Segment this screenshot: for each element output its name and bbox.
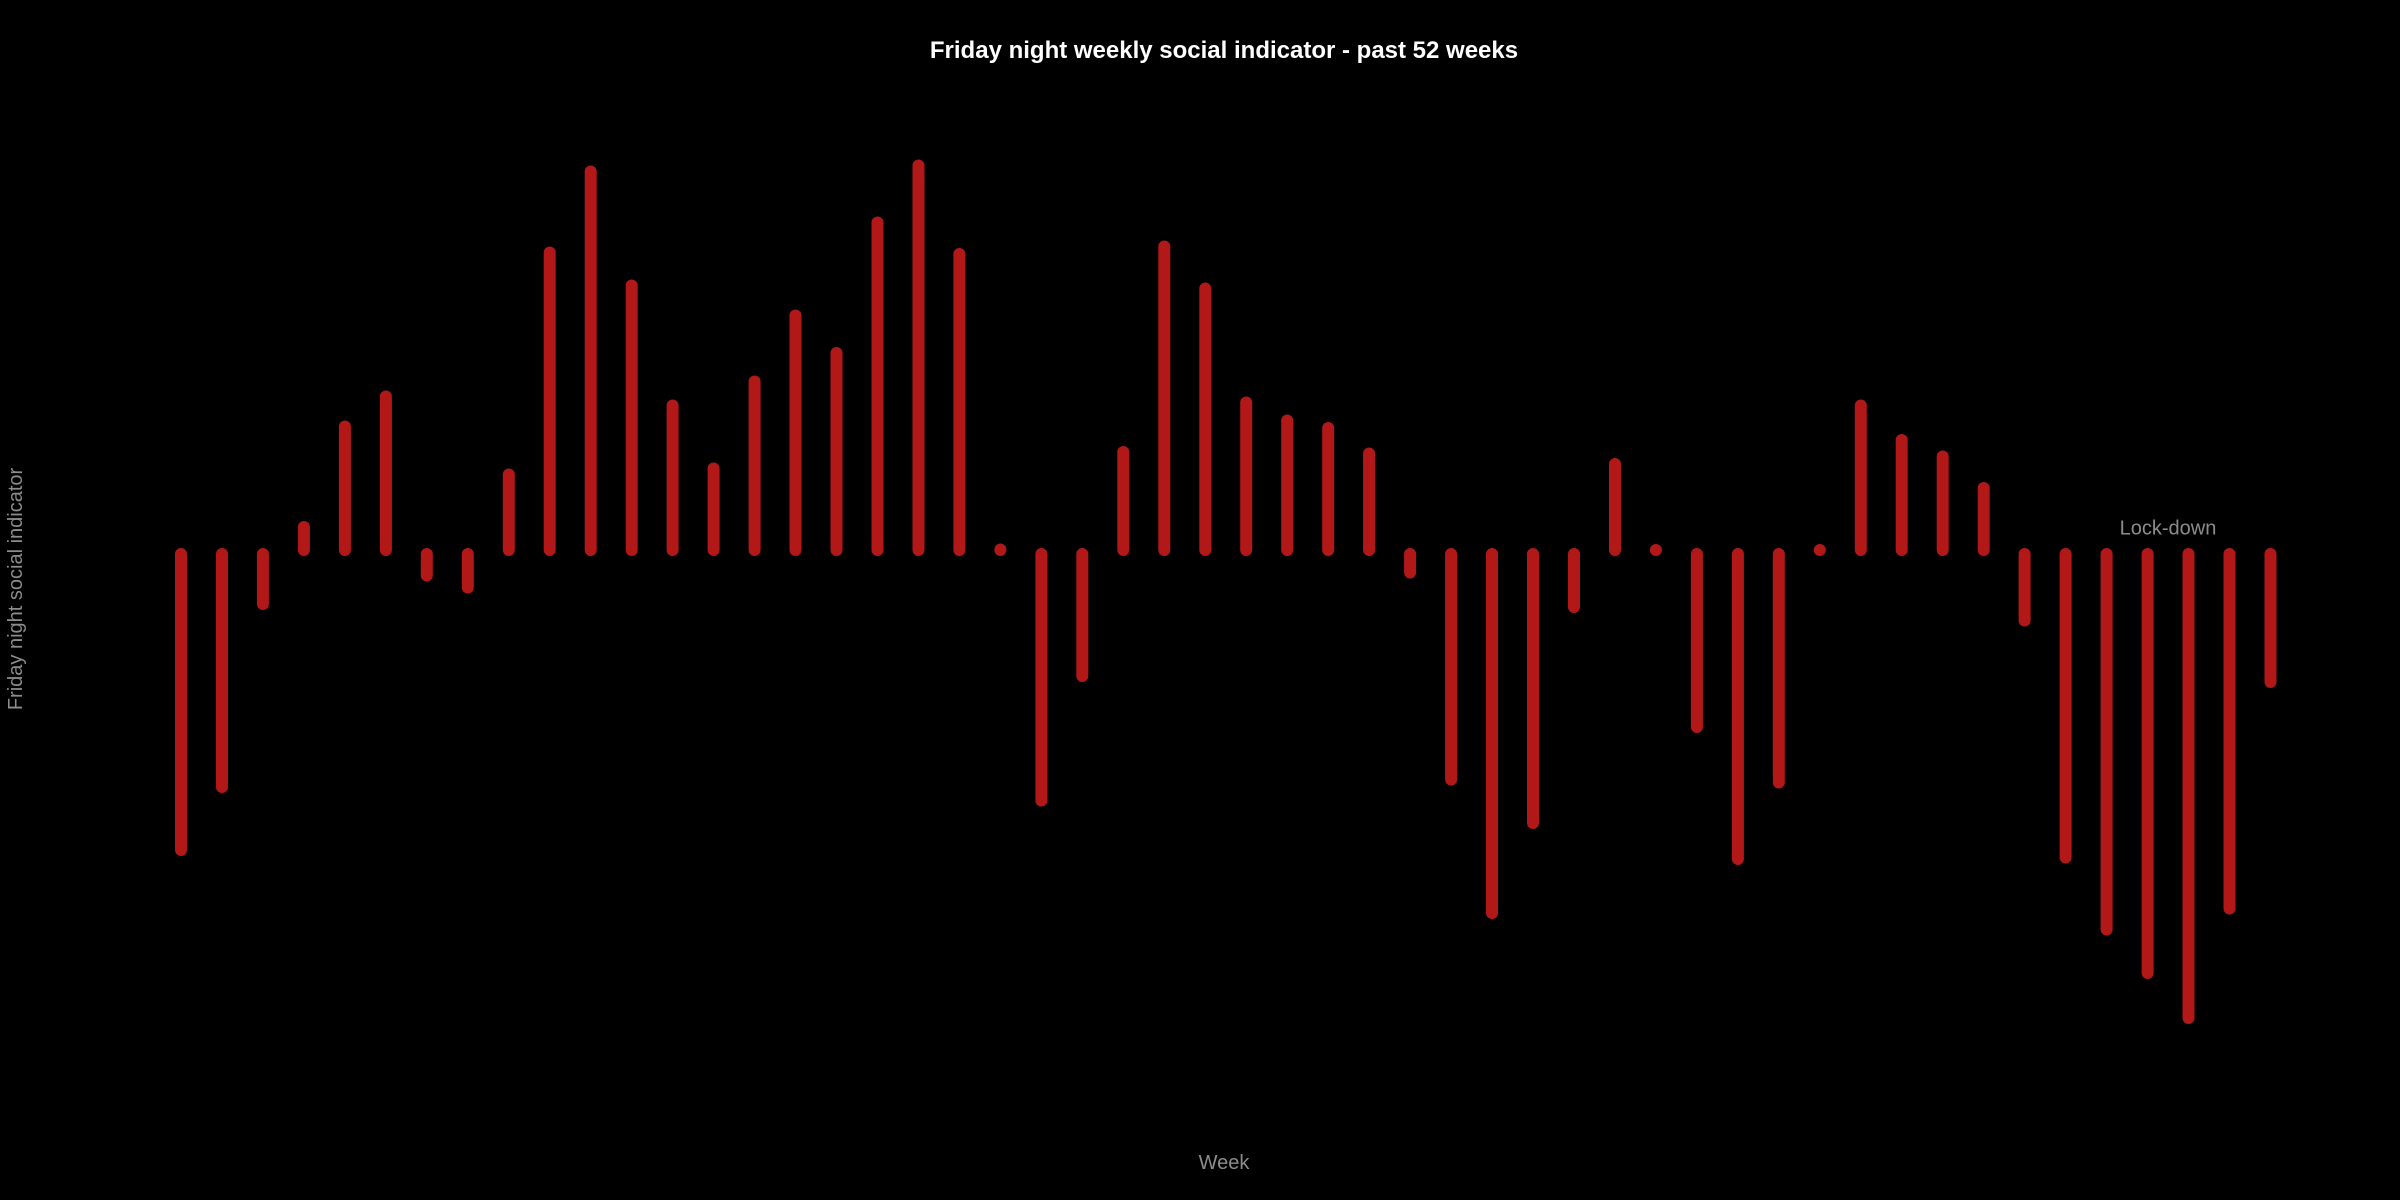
bar xyxy=(2059,548,2072,864)
bar xyxy=(1690,548,1703,733)
bar xyxy=(1486,548,1498,919)
bar xyxy=(1527,548,1539,829)
bar xyxy=(1649,544,1662,556)
bar xyxy=(707,462,720,556)
bar xyxy=(1813,544,1826,556)
bar xyxy=(1445,548,1458,786)
bar xyxy=(1035,548,1048,807)
bar xyxy=(748,375,761,556)
bar xyxy=(871,216,884,556)
bars-group xyxy=(175,159,2277,1024)
bar xyxy=(1240,396,1253,556)
bar xyxy=(379,390,392,556)
bar xyxy=(1772,548,1785,789)
bar xyxy=(789,309,802,556)
bar xyxy=(1854,399,1867,556)
x-axis-label: Week xyxy=(1199,1152,1251,1174)
bar xyxy=(1404,548,1417,579)
bar xyxy=(2182,548,2195,1024)
bar xyxy=(1199,282,1212,556)
bar xyxy=(953,248,966,556)
bar xyxy=(666,399,679,556)
bar xyxy=(2223,548,2236,915)
bar xyxy=(2141,548,2154,979)
bar xyxy=(1609,458,1621,556)
bar xyxy=(338,420,351,556)
bar xyxy=(256,548,269,610)
bar xyxy=(1936,450,1949,556)
bar xyxy=(584,165,597,556)
annotations-group: Lock-down xyxy=(2120,518,2217,540)
bar xyxy=(543,246,556,556)
bar xyxy=(625,279,638,556)
bar xyxy=(216,548,228,793)
bar xyxy=(420,548,433,582)
y-axis-label: Friday night social indicator xyxy=(5,467,27,710)
bar xyxy=(1322,422,1335,556)
bar xyxy=(461,548,474,594)
bar xyxy=(1076,548,1089,682)
bar xyxy=(502,468,515,556)
bar xyxy=(1977,482,1990,556)
bar xyxy=(2100,548,2113,936)
annotation-label: Lock-down xyxy=(2120,518,2217,540)
bar xyxy=(175,548,187,856)
bar xyxy=(1158,240,1171,556)
bar xyxy=(1731,548,1744,865)
bar xyxy=(830,347,843,556)
bar xyxy=(2264,548,2277,688)
bar xyxy=(1895,434,1908,556)
bar xyxy=(2018,548,2031,627)
chart-title: Friday night weekly social indicator - p… xyxy=(930,37,1518,64)
bar xyxy=(297,521,310,556)
bar xyxy=(994,543,1007,556)
bar xyxy=(1117,446,1130,556)
bar xyxy=(1363,447,1376,556)
bar xyxy=(1568,548,1580,613)
bar xyxy=(1281,414,1294,556)
bar xyxy=(912,159,925,556)
